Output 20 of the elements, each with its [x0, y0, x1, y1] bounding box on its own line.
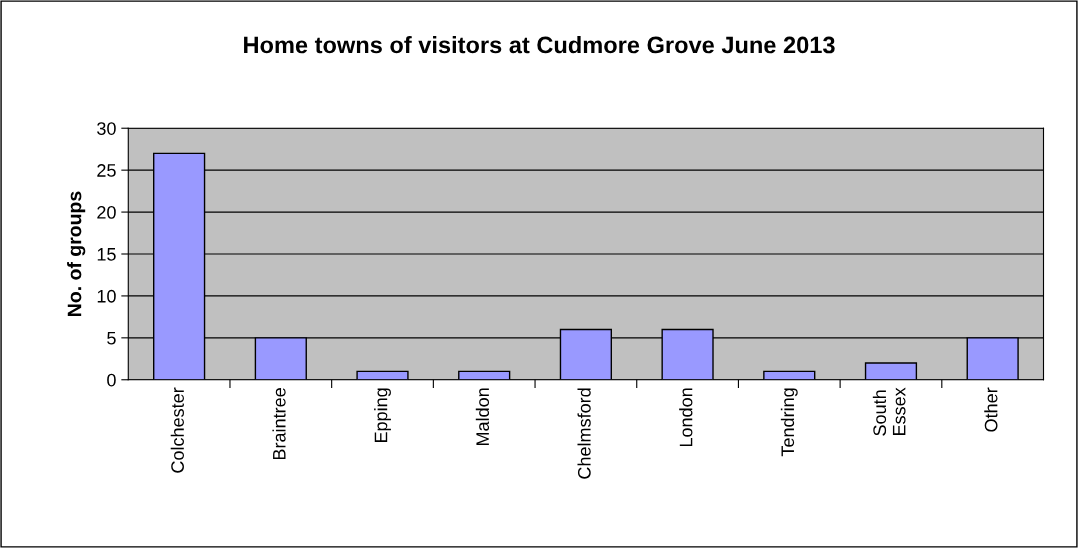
x-tick-label: Tendring: [780, 388, 798, 457]
x-tick-label: South Essex: [872, 387, 906, 436]
y-tick-label: 25: [97, 164, 116, 177]
y-tick-label: 5: [107, 331, 116, 345]
bar: [864, 362, 918, 380]
x-tick-label: Maldon: [475, 388, 490, 446]
y-tick-label: 20: [97, 206, 116, 219]
y-tick-label: 15: [97, 248, 116, 261]
x-tick-label: Colchester: [170, 387, 184, 473]
y-axis-title: No. of groups: [67, 191, 86, 316]
x-tick-label: Chelmsford: [577, 388, 591, 479]
y-tick-label: 0: [107, 373, 116, 387]
chart-title: Home towns of visitors at Cudmore Grove June 2013: [244, 36, 835, 54]
x-tick-label: London: [679, 388, 693, 447]
x-tick-label: Other: [984, 387, 998, 432]
x-tick-label: Braintree: [272, 388, 286, 460]
bar: [356, 370, 409, 380]
y-tick-label: 30: [97, 122, 116, 135]
y-tick-label: 10: [97, 289, 116, 303]
x-tick-label: Epping: [374, 388, 391, 443]
